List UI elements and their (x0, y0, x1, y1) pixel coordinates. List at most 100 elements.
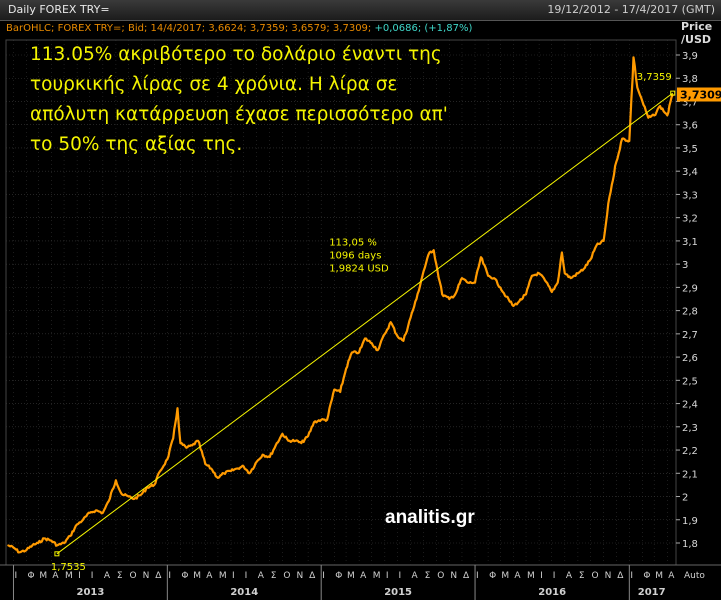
price-data-point (88, 511, 91, 514)
x-month-label: Ι (168, 571, 171, 581)
price-data-point (217, 477, 219, 479)
price-data-point (493, 277, 495, 279)
x-month-label: Ι (386, 571, 389, 581)
days-label: 1096 days (329, 251, 381, 262)
price-data-point (230, 470, 232, 472)
change-percent-label: 113,05 % (329, 238, 377, 249)
price-data-point (454, 293, 457, 296)
price-axis-unit: /USD (681, 33, 712, 46)
price-data-point (236, 467, 238, 470)
x-year-label: 2014 (230, 587, 258, 598)
x-month-label: Α (206, 571, 213, 581)
price-data-point (666, 114, 669, 117)
price-data-point (179, 442, 182, 444)
price-data-point (69, 535, 71, 537)
y-tick-label: 3,3 (682, 190, 698, 201)
ohlc-info-line: BarOHLC; FOREX TRY=; Bid; 14/4/2017; 3,6… (6, 23, 472, 34)
price-data-point (577, 272, 579, 275)
difference-label: 1,9824 USD (329, 264, 389, 275)
price-data-point (467, 281, 469, 284)
y-tick-label: 2,7 (682, 330, 698, 341)
price-data-point (274, 444, 277, 447)
price-data-point (25, 549, 28, 551)
price-data-point (582, 267, 585, 270)
price-data-point (300, 442, 303, 444)
x-month-label: Ο (592, 571, 599, 581)
price-data-point (63, 542, 65, 544)
x-year-label: 2015 (384, 587, 412, 598)
x-month-label: Ν (450, 571, 457, 581)
price-data-point (339, 391, 341, 393)
x-month-label: Μ (501, 571, 509, 581)
price-data-point (505, 295, 508, 298)
price-data-point (261, 453, 264, 456)
price-data-point (172, 437, 175, 440)
y-tick-label: 3,4 (682, 167, 698, 178)
price-data-point (628, 140, 631, 142)
price-data-point (121, 493, 123, 496)
y-tick-label: 2,1 (682, 469, 698, 480)
price-data-point (223, 472, 225, 475)
price-data-point (647, 116, 650, 119)
x-month-label: Μ (527, 571, 535, 581)
x-month-label: Μ (193, 571, 201, 581)
price-data-point (153, 484, 156, 486)
last-price-marker (677, 87, 721, 102)
price-data-point (12, 546, 15, 549)
y-tick-label: 2,3 (682, 423, 698, 434)
y-tick-label: 2 (682, 493, 688, 504)
price-data-point (512, 305, 515, 307)
price-data-point (428, 251, 431, 254)
x-month-label: Φ (28, 571, 35, 581)
price-data-point (313, 421, 315, 423)
price-data-point (127, 495, 130, 498)
price-data-point (525, 293, 527, 296)
price-data-point (569, 277, 572, 279)
headline-text: 113.05% ακριβότερο το δολάριο έναντι της… (30, 44, 448, 155)
price-data-point (499, 286, 502, 289)
price-data-point (76, 523, 78, 526)
trendline-start-label: 1,7535 (51, 562, 86, 573)
y-tick-label: 3,7 (682, 97, 698, 108)
price-data-point (415, 298, 418, 300)
price-data-point (432, 249, 435, 251)
price-data-point (602, 240, 605, 242)
x-year-label: 2017 (638, 587, 666, 598)
price-data-point (358, 351, 360, 354)
price-data-point (422, 270, 425, 272)
y-tick-label: 3,9 (682, 51, 698, 62)
y-tick-label: 2,2 (682, 446, 698, 457)
x-month-label: Ι (14, 571, 17, 581)
price-data-point (441, 293, 443, 296)
price-data-point (43, 537, 46, 540)
price-data-point (255, 460, 258, 463)
y-tick-label: 3,8 (682, 74, 698, 85)
price-data-point (474, 281, 476, 284)
price-data-point (364, 337, 366, 340)
price-data-point (50, 539, 53, 542)
x-month-label: Ι (630, 571, 633, 581)
trendline-end-handle (670, 90, 676, 96)
price-data-point (659, 105, 661, 107)
y-tick-label: 3,2 (682, 214, 698, 225)
x-month-label: Α (566, 571, 573, 581)
x-month-label: Μ (655, 571, 663, 581)
x-month-label: Ο (130, 571, 137, 581)
date-range: 19/12/2012 - 17/4/2017 (GMT) (547, 3, 715, 16)
price-data-point (487, 274, 489, 277)
price-data-point (320, 419, 322, 421)
price-data-point (653, 114, 655, 117)
x-month-label: Ι (398, 571, 401, 581)
x-month-label: Ν (296, 571, 303, 581)
price-data-point (538, 272, 540, 275)
x-month-label: Ι (540, 571, 543, 581)
x-month-label: Ο (437, 571, 444, 581)
x-month-label: Δ (309, 571, 316, 581)
x-month-label: Α (258, 571, 265, 581)
price-data-point (294, 439, 297, 442)
price-data-point (326, 419, 328, 421)
price-data-point (589, 258, 592, 261)
price-data-point (345, 367, 347, 370)
y-tick-label: 2,8 (682, 307, 698, 318)
